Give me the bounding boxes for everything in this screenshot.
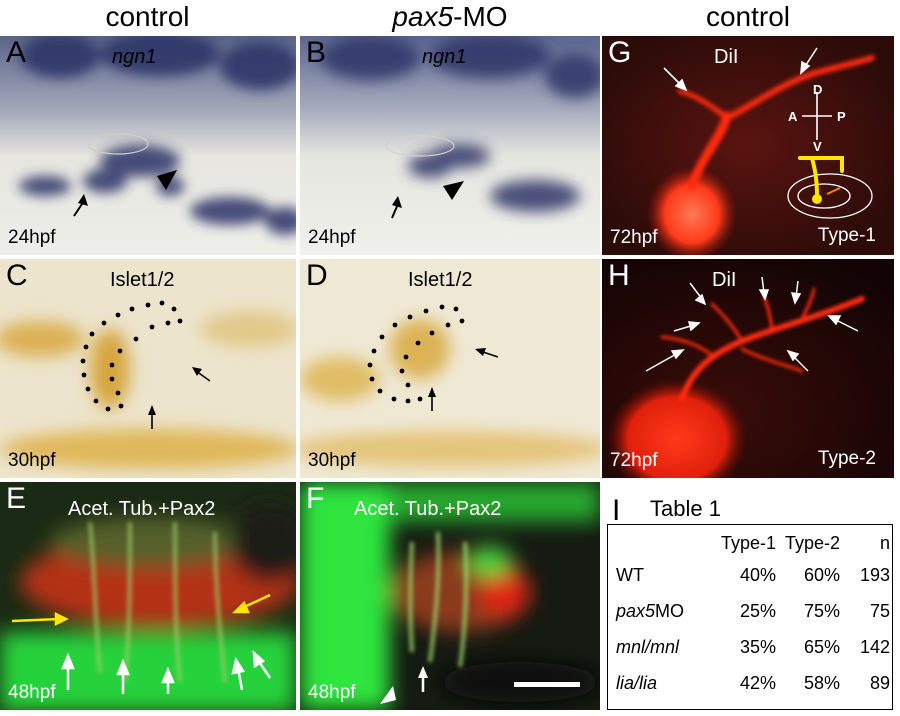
panel-c-image	[0, 259, 296, 478]
panel-letter-c: C	[6, 259, 28, 292]
panel-c-marker: Islet1/2	[110, 269, 175, 291]
row-label-lia: lia/lia	[616, 672, 658, 693]
table-header-row: Type-1 Type-2 n	[616, 529, 890, 557]
table-row: lia/lia 42% 58% 89	[616, 665, 890, 701]
panel-f-image	[300, 482, 600, 710]
compass-anterior-label: A	[788, 109, 798, 124]
panel-a-stage: 24hpf	[8, 227, 56, 248]
cell-n: 193	[859, 564, 890, 585]
table-row: mnl/mnl 35% 65% 142	[616, 629, 890, 665]
panel-g: G DiI D V A P 72hpf Type-1	[602, 36, 894, 255]
cell-type2: 58%	[803, 672, 840, 693]
panel-g-stage: 72hpf	[610, 227, 658, 248]
panel-b-image	[300, 36, 600, 255]
column-header-pax5-mo: pax5-MO	[300, 0, 600, 34]
panel-letter-e: E	[6, 482, 27, 515]
panel-c-stage: 30hpf	[8, 450, 56, 471]
summary-table: Type-1 Type-2 n WT 40% 60% 193 pax5MO 25…	[616, 529, 890, 701]
panel-f: F Acet. Tub.+Pax2 48hpf	[300, 482, 600, 710]
row-label-wt: WT	[616, 564, 644, 585]
panel-a: A ngn1 24hpf	[0, 36, 296, 255]
panel-d-marker: Islet1/2	[408, 269, 473, 291]
dotted-outline-c	[80, 300, 183, 412]
arrowhead-b	[443, 181, 464, 200]
panel-f-marker: Acet. Tub.+Pax2	[354, 498, 502, 520]
panel-a-marker: ngn1	[112, 46, 157, 68]
panel-e-marker: Acet. Tub.+Pax2	[68, 498, 216, 520]
header-gene-name: pax5	[392, 1, 454, 32]
panel-d-image	[300, 259, 600, 478]
panel-d-stage: 30hpf	[308, 450, 356, 471]
compass-dorsal-label: D	[813, 82, 823, 97]
cell-n: 75	[869, 600, 890, 621]
panel-g-type: Type-1	[817, 225, 876, 246]
row-label-mnl: mnl/mnl	[616, 636, 680, 657]
row-label-suffix: MO	[655, 600, 685, 621]
panel-f-stage: 48hpf	[308, 682, 356, 703]
compass-posterior-label: P	[837, 109, 846, 124]
column-header-control-right: control	[705, 1, 791, 32]
panel-g-marker: DiI	[714, 46, 739, 68]
table-row: WT 40% 60% 193	[616, 557, 890, 593]
panel-letter-g: G	[608, 36, 632, 69]
table-header-type2: Type-2	[784, 532, 840, 553]
table-row: pax5MO 25% 75% 75	[616, 593, 890, 629]
cell-type1: 25%	[739, 600, 776, 621]
cell-type2: 65%	[803, 636, 840, 657]
panel-e-image	[0, 482, 296, 710]
row-label-pax5mo: pax5MO	[616, 593, 710, 629]
panel-g-image	[602, 36, 894, 255]
panel-b-stage: 24hpf	[308, 227, 356, 248]
panel-h: H DiI 72hpf Type-2	[602, 259, 894, 478]
panel-e: E Acet. Tub.+Pax2 48hpf	[0, 482, 296, 710]
panel-letter-h: H	[608, 259, 630, 292]
table-header-blank	[616, 529, 710, 557]
panel-h-image	[602, 259, 894, 478]
header-mo-suffix: -MO	[453, 1, 508, 32]
panel-b: B ngn1 24hpf	[300, 36, 600, 255]
panel-letter-f: F	[306, 482, 325, 515]
panel-letter-b: B	[306, 36, 327, 69]
table-title: Table 1	[650, 496, 721, 521]
cell-type2: 75%	[803, 600, 840, 621]
cell-n: 89	[869, 672, 890, 693]
panel-a-image	[0, 36, 296, 255]
table-header-type1: Type-1	[720, 532, 776, 553]
panel-h-type: Type-2	[817, 448, 876, 469]
cell-type2: 60%	[803, 564, 840, 585]
panel-e-stage: 48hpf	[8, 682, 56, 703]
panel-letter-d: D	[306, 259, 328, 292]
panel-h-stage: 72hpf	[610, 450, 658, 471]
cell-n: 142	[859, 636, 890, 657]
panel-d: D Islet1/2 30hpf	[300, 259, 600, 478]
compass-ventral-label: V	[813, 139, 822, 154]
panel-h-marker: DiI	[712, 269, 737, 291]
arrowhead-a	[157, 170, 177, 190]
panel-letter-i: I	[612, 494, 621, 527]
cell-type1: 42%	[739, 672, 776, 693]
scale-bar	[514, 682, 580, 687]
summary-table-box: Type-1 Type-2 n WT 40% 60% 193 pax5MO 25…	[607, 524, 893, 710]
cell-type1: 35%	[739, 636, 776, 657]
dotted-outline-d	[367, 304, 465, 404]
column-header-control-left: control	[105, 1, 190, 32]
panel-b-marker: ngn1	[422, 46, 467, 68]
cell-type1: 40%	[739, 564, 776, 585]
panel-c: C Islet1/2 30hpf	[0, 259, 296, 478]
row-label-gene: pax5	[616, 600, 656, 621]
panel-letter-a: A	[6, 36, 27, 69]
table-header-n: n	[879, 532, 890, 553]
